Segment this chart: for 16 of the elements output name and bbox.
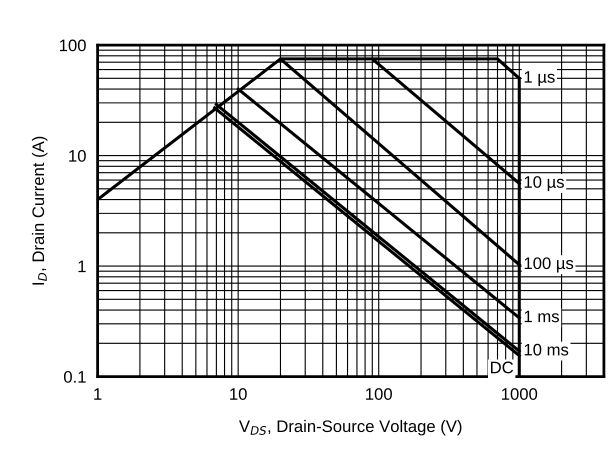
- series-label: 1 ms: [524, 310, 559, 322]
- series-label: 10 ms: [524, 344, 568, 356]
- y-tick-label: 0.1: [64, 370, 86, 383]
- x-tick-label: 10: [230, 388, 247, 400]
- series-label: DC: [491, 362, 514, 374]
- y-tick-label: 1: [78, 260, 86, 272]
- series-label: 1 µs: [524, 71, 555, 86]
- y-axis-title: I$_{D}$, Drain Current (A): [32, 136, 48, 285]
- x-axis-title: V$_{DS}$, Drain-Source Voltage (V): [238, 420, 462, 436]
- x-tick-label: 1: [94, 388, 102, 400]
- x-tick-label: 100: [366, 388, 392, 400]
- y-tick-label: 100: [60, 40, 86, 52]
- series-label: 100 µs: [524, 257, 574, 272]
- y-tick-label: 10: [69, 150, 86, 162]
- x-tick-label: 1000: [502, 388, 538, 400]
- series-label: 10 µs: [524, 176, 564, 192]
